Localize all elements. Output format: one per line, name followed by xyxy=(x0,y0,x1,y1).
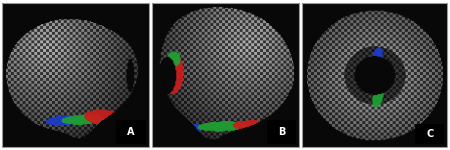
Text: B: B xyxy=(278,127,285,137)
FancyBboxPatch shape xyxy=(267,120,296,144)
Text: A: A xyxy=(127,127,135,137)
FancyBboxPatch shape xyxy=(116,120,145,144)
Text: C: C xyxy=(426,129,433,139)
FancyBboxPatch shape xyxy=(415,124,445,144)
